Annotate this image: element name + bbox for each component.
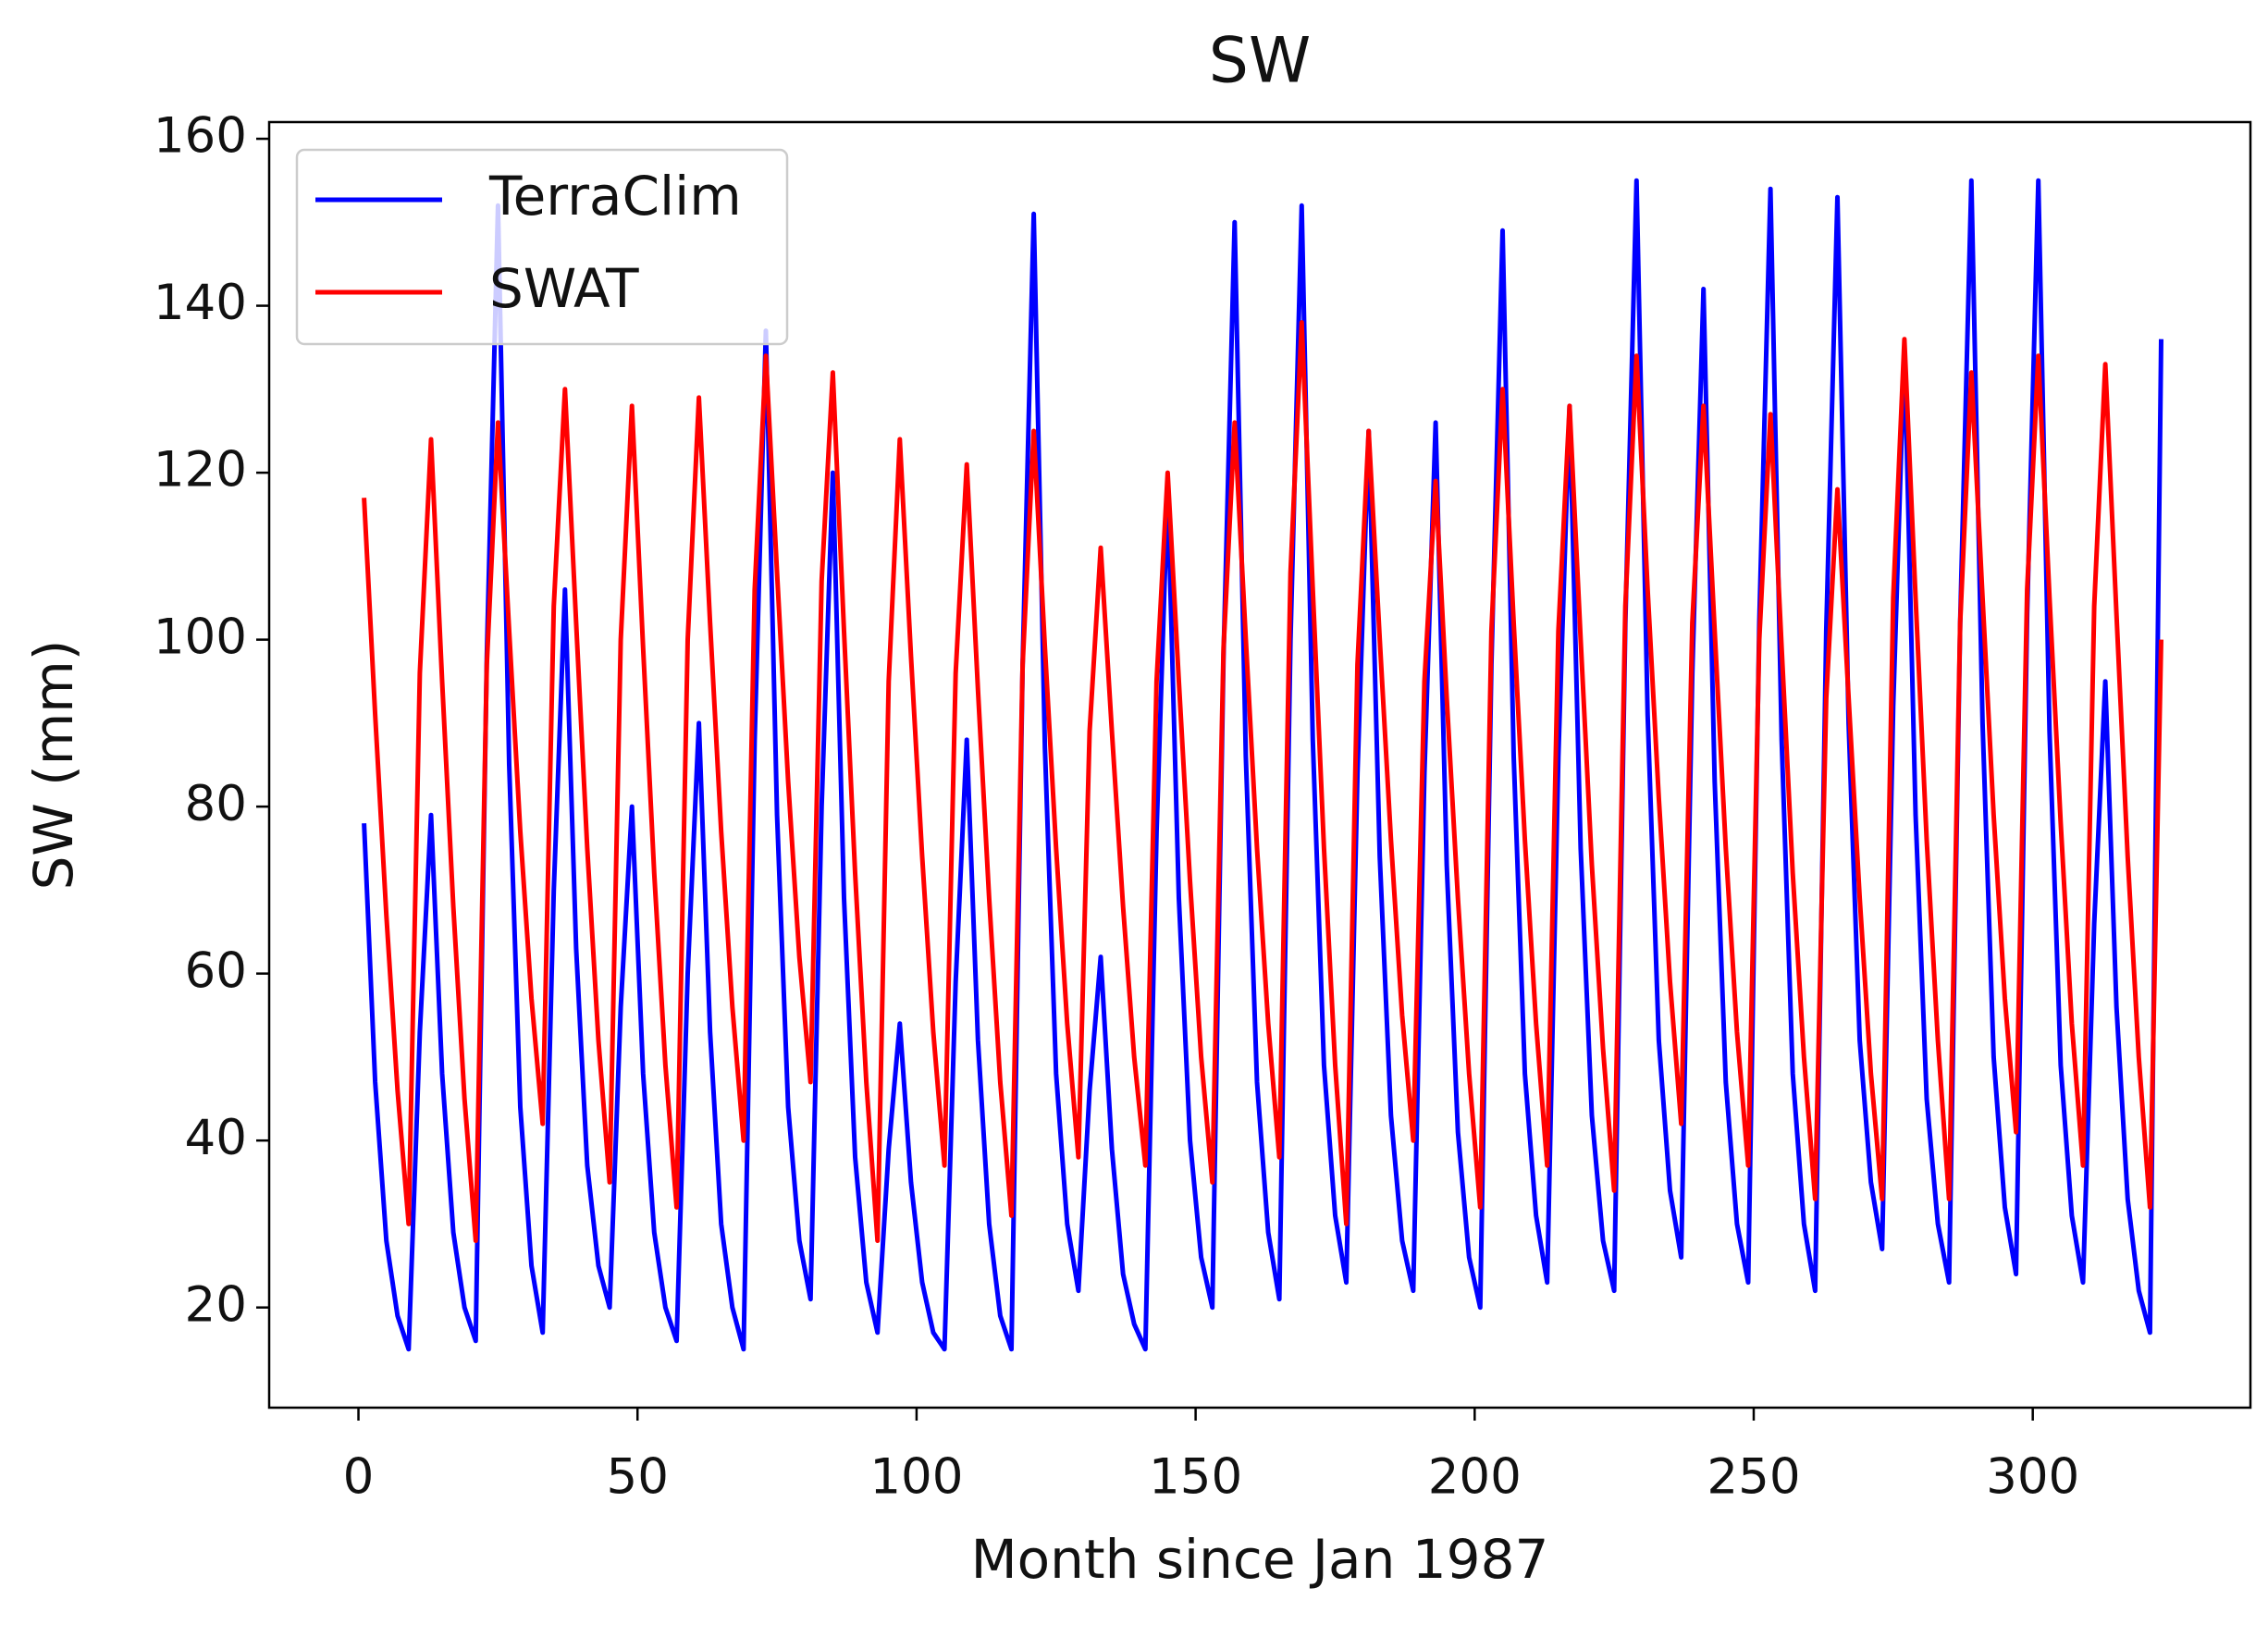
y-axis-label: SW (mm): [22, 640, 85, 891]
legend-label: TerraClim: [488, 165, 742, 228]
y-tick-label: 120: [154, 442, 247, 499]
x-tick-label: 150: [1149, 1449, 1242, 1506]
y-tick-label: 140: [154, 275, 247, 331]
x-tick-label: 0: [343, 1449, 375, 1506]
series-line: [362, 320, 2163, 1243]
y-tick-label: 160: [154, 108, 247, 165]
series-line: [362, 178, 2163, 1352]
x-tick-label: 300: [1986, 1449, 2079, 1506]
plot-frame: [267, 120, 2252, 1410]
legend-label: SWAT: [489, 257, 639, 320]
y-tick-label: 40: [185, 1110, 247, 1166]
x-tick-label: 100: [869, 1449, 963, 1506]
y-tick-label: 20: [185, 1276, 247, 1333]
x-tick-label: 50: [607, 1449, 669, 1506]
y-tick-label: 60: [185, 942, 247, 999]
x-axis-label: Month since Jan 1987: [971, 1528, 1549, 1591]
x-tick-label: 200: [1428, 1449, 1522, 1506]
y-tick-label: 100: [154, 609, 247, 665]
x-tick-label: 250: [1707, 1449, 1800, 1506]
chart-title: SW: [1209, 25, 1311, 98]
y-tick-label: 80: [185, 776, 247, 832]
